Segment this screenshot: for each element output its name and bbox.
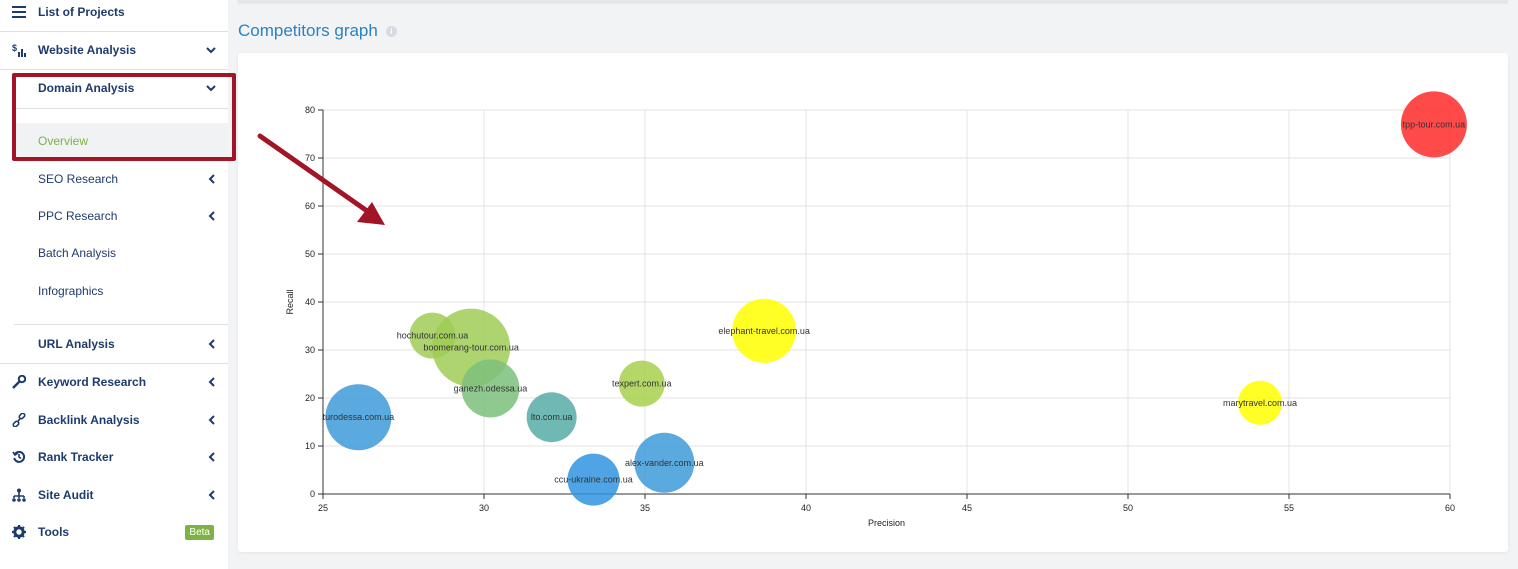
bubble-label: ganezh.odessa.ua	[454, 383, 528, 393]
bubble-label: turodessa.com.ua	[323, 412, 395, 422]
y-tick-label: 40	[305, 297, 315, 307]
bubble-label: elephant-travel.com.ua	[718, 326, 810, 336]
chevron-left-icon[interactable]	[194, 415, 228, 425]
top-panel-edge	[238, 0, 1508, 2]
active-item-background	[14, 123, 228, 161]
menu-icon	[0, 6, 38, 18]
x-tick-label: 50	[1123, 503, 1133, 513]
x-axis-title: Precision	[868, 518, 905, 528]
info-icon[interactable]: i	[385, 25, 397, 37]
link-icon	[0, 413, 38, 427]
sidebar-item-label: URL Analysis	[38, 337, 115, 351]
bubble	[461, 359, 520, 418]
x-tick-label: 60	[1445, 503, 1455, 513]
bubble-label: marytravel.com.ua	[1223, 398, 1297, 408]
sidebar-item-label: Backlink Analysis	[38, 413, 140, 427]
history-icon	[0, 450, 38, 464]
chevron-down-icon[interactable]	[194, 84, 228, 92]
sidebar-item-ppc-research[interactable]: PPC Research	[0, 197, 228, 235]
page-title: Competitors graph i	[238, 21, 397, 41]
bubble	[1400, 91, 1467, 158]
sidebar-item-batch-analysis[interactable]: Batch Analysis	[0, 234, 228, 272]
bubble-label: alex-vander.com.ua	[625, 458, 704, 468]
bubble	[1238, 380, 1283, 425]
sidebar-item-url-analysis[interactable]: URL Analysis	[0, 325, 228, 363]
bubble	[325, 384, 392, 451]
y-tick-label: 60	[305, 201, 315, 211]
sidebar-item-label: Keyword Research	[38, 375, 147, 389]
divider	[0, 31, 228, 32]
sidebar-item-label: Domain Analysis	[38, 81, 135, 95]
sitemap-icon	[0, 488, 38, 502]
gear-icon	[0, 525, 38, 539]
sidebar-item-keyword-research[interactable]: Keyword Research	[0, 363, 228, 401]
x-tick-label: 45	[962, 503, 972, 513]
bubble-label: texpert.com.ua	[612, 379, 672, 389]
beta-badge: Beta	[185, 524, 214, 540]
sidebar-item-seo-research[interactable]: SEO Research	[0, 160, 228, 198]
bubble	[618, 360, 665, 407]
x-tick-label: 35	[640, 503, 650, 513]
sidebar-item-label: Tools	[38, 525, 70, 539]
chevron-left-icon[interactable]	[194, 339, 228, 349]
y-tick-label: 0	[310, 489, 315, 499]
sidebar: List of Projects $ Website Analysis Doma…	[0, 0, 236, 569]
bubble-label: tpp-tour.com.ua	[1403, 119, 1466, 129]
x-tick-label: 40	[801, 503, 811, 513]
bubble	[732, 298, 797, 363]
svg-text:$: $	[12, 43, 17, 53]
bubble-label: ccu-ukraine.com.ua	[554, 475, 633, 485]
chart-card: 25 30 35 40 45 50 55 60 0 10 20 30 40 50 60 70 80 Precisi…	[238, 53, 1508, 552]
divider	[14, 108, 228, 109]
bubble-label: lto.com.ua	[531, 412, 573, 422]
sidebar-item-tools[interactable]: Tools Beta	[0, 513, 228, 551]
sidebar-item-label: PPC Research	[38, 209, 118, 223]
divider	[14, 324, 228, 325]
chevron-left-icon[interactable]	[194, 377, 228, 387]
bubble	[526, 392, 577, 443]
x-tick-label: 55	[1284, 503, 1294, 513]
y-tick-label: 10	[305, 441, 315, 451]
y-tick-label: 50	[305, 249, 315, 259]
bubble	[634, 432, 695, 493]
y-axis-title: Recall	[285, 289, 295, 314]
section-title-text: Competitors graph	[238, 21, 378, 40]
highlight-frame	[12, 73, 236, 161]
x-tick-label: 25	[318, 503, 328, 513]
sidebar-item-label: List of Projects	[38, 5, 125, 19]
analytics-icon: $	[0, 43, 38, 57]
sidebar-item-rank-tracker[interactable]: Rank Tracker	[0, 438, 228, 476]
divider	[0, 69, 228, 70]
sidebar-item-label: Site Audit	[38, 488, 94, 502]
y-tick-label: 30	[305, 345, 315, 355]
chevron-left-icon[interactable]	[194, 174, 228, 184]
sidebar-item-backlink-analysis[interactable]: Backlink Analysis	[0, 401, 228, 439]
divider	[0, 363, 228, 364]
sidebar-item-label: SEO Research	[38, 172, 119, 186]
sidebar-item-label: Infographics	[38, 284, 104, 298]
y-tick-label: 20	[305, 393, 315, 403]
sidebar-item-label: Batch Analysis	[38, 246, 117, 260]
chevron-left-icon[interactable]	[194, 452, 228, 462]
sidebar-item-infographics[interactable]: Infographics	[0, 272, 228, 310]
chevron-down-icon[interactable]	[194, 46, 228, 54]
sidebar-item-label: Overview	[38, 134, 89, 148]
chevron-left-icon[interactable]	[194, 211, 228, 221]
sidebar-item-label: Rank Tracker	[38, 450, 114, 464]
y-tick-label: 80	[305, 105, 315, 115]
competitors-bubble-chart: 25 30 35 40 45 50 55 60 0 10 20 30 40 50 60 70 80 Precisi…	[285, 91, 1467, 528]
sidebar-item-domain-analysis[interactable]: Domain Analysis	[0, 69, 228, 107]
bubble	[567, 453, 620, 506]
sidebar-item-overview[interactable]: Overview	[0, 122, 228, 160]
key-icon	[0, 375, 38, 389]
y-tick-label: 70	[305, 153, 315, 163]
bubble-label: boomerang-tour.com.ua	[423, 343, 519, 353]
sidebar-item-website-analysis[interactable]: $ Website Analysis	[0, 31, 228, 69]
chevron-left-icon[interactable]	[194, 490, 228, 500]
bubble-label: hochutour.com.ua	[397, 331, 469, 341]
sidebar-item-list-of-projects[interactable]: List of Projects	[0, 0, 228, 31]
sidebar-item-site-audit[interactable]: Site Audit	[0, 476, 228, 514]
x-tick-label: 30	[479, 503, 489, 513]
sidebar-item-label: Website Analysis	[38, 43, 137, 57]
